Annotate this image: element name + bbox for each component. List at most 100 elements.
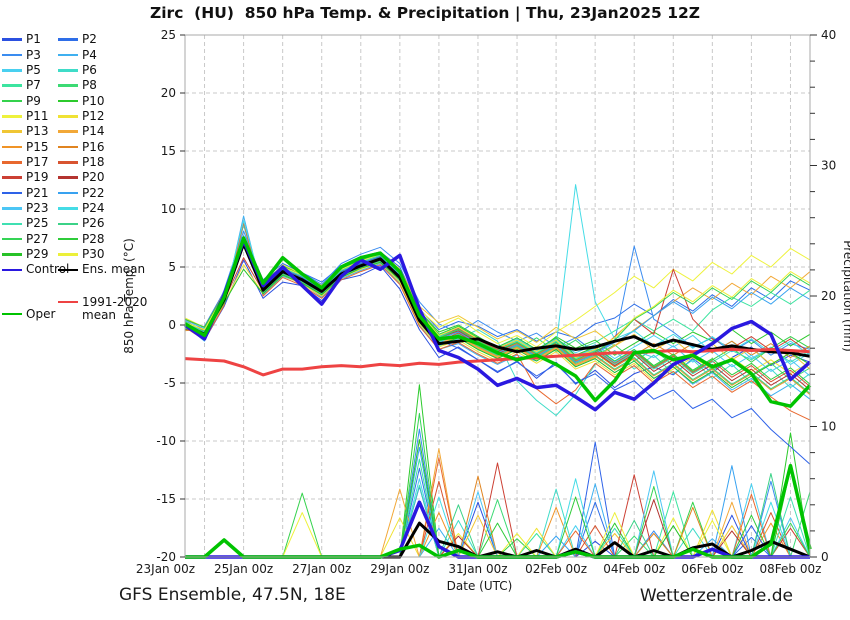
legend-swatch — [2, 115, 22, 118]
legend-swatch — [2, 253, 22, 256]
y-left-tick-label: -15 — [156, 492, 176, 506]
legend-item-P10: P10 — [58, 93, 154, 108]
legend-label: P29 — [26, 246, 49, 261]
legend-label: P12 — [82, 108, 105, 123]
temp-line-1991-2020 mean — [184, 347, 811, 377]
legend-swatch — [2, 268, 22, 272]
legend-swatch — [2, 38, 22, 41]
clim-line-swatch — [58, 300, 78, 304]
legend-label: P9 — [26, 93, 41, 108]
legend-swatch — [58, 53, 78, 57]
temp-line-P26 — [184, 245, 811, 394]
legend-item-P21: P21 — [2, 185, 58, 200]
legend-swatch — [2, 99, 22, 103]
legend-label: 1991-2020 mean — [82, 294, 148, 322]
legend-label: Ens. mean — [82, 262, 146, 277]
legend-label: P18 — [82, 154, 105, 169]
legend-swatch — [2, 176, 22, 180]
legend-swatch — [2, 207, 22, 210]
legend-member-grid: P1 P2 P3 P4 P5 P6 P7 P8 P9 P10 P11 P12 P13 P14 P15 P16 P… — [2, 32, 154, 278]
y-right-tick-label: 0 — [821, 550, 829, 564]
y-right-tick-label: 10 — [821, 420, 836, 434]
legend-label: P6 — [82, 62, 97, 77]
y-left-tick-label: 15 — [161, 144, 176, 158]
legend-swatch — [58, 84, 78, 87]
legend-label: P23 — [26, 200, 49, 215]
temp-line-P10 — [184, 241, 811, 356]
legend-label: P25 — [26, 216, 49, 231]
legend-item-P16: P16 — [58, 140, 154, 154]
x-tick-label: 08Feb 00z — [760, 562, 822, 576]
temp-line-P11 — [184, 236, 811, 348]
legend-item-P24: P24 — [58, 201, 154, 215]
legend-label: P20 — [82, 170, 105, 185]
legend-item-P9: P9 — [2, 93, 58, 108]
legend-swatch — [58, 222, 78, 226]
legend-item-P2: P2 — [58, 33, 154, 46]
legend-item-P11: P11 — [2, 109, 58, 123]
legend-item-clim: 1991-2020 mean — [58, 294, 150, 322]
y-right-tick-label: 20 — [821, 289, 836, 303]
legend-swatch — [58, 176, 78, 180]
y-left-tick-label: 5 — [168, 260, 176, 274]
legend-label: P26 — [82, 216, 105, 231]
legend-swatch — [2, 69, 22, 72]
legend-item-P22: P22 — [58, 185, 154, 200]
legend-swatch — [2, 53, 22, 57]
legend-swatch — [2, 191, 22, 195]
legend-swatch — [58, 130, 78, 134]
legend-item-oper: Oper — [2, 306, 56, 321]
legend-label: P8 — [82, 78, 97, 93]
legend-swatch — [58, 191, 78, 195]
x-tick-label: 29Jan 00z — [370, 562, 429, 576]
legend-swatch — [2, 84, 22, 87]
legend-item-P29: P29 — [2, 246, 58, 261]
legend-label: P28 — [82, 231, 105, 246]
y-left-tick-label: -10 — [156, 434, 176, 448]
axis-layer: 25 20 15 10 5 0 -5 -10 -15 -20 0 10 20 30 40 23Jan 00z 2… — [122, 28, 850, 593]
legend-item-Ens-mean: Ens. mean — [58, 263, 154, 276]
legend-item-P19: P19 — [2, 171, 58, 184]
x-tick-label: 23Jan 00z — [136, 562, 195, 576]
legend-item-P30: P30 — [58, 247, 154, 261]
legend-label: P10 — [82, 93, 105, 108]
temp-line-P28 — [184, 237, 811, 385]
legend-item-Control: Control — [2, 263, 69, 276]
legend-swatch — [58, 69, 78, 72]
y-left-tick-label: 0 — [168, 318, 176, 332]
legend-label: P21 — [26, 185, 49, 200]
x-axis-title: Date (UTC) — [447, 579, 513, 593]
legend-swatch — [58, 115, 78, 118]
legend-item-P13: P13 — [2, 125, 58, 138]
y-left-tick-label: -5 — [164, 376, 176, 390]
legend-item-P18: P18 — [58, 154, 154, 169]
y-left-tick-label: 25 — [161, 28, 176, 42]
legend-label: Oper — [26, 306, 56, 321]
legend-swatch — [58, 268, 78, 272]
temp-line-P17 — [184, 222, 811, 421]
legend-item-P8: P8 — [58, 79, 154, 92]
legend-label: P22 — [82, 185, 105, 200]
precip-line-P1 — [185, 501, 810, 558]
legend-label: P2 — [82, 32, 97, 47]
model-location-info: GFS Ensemble, 47.5N, 18E — [119, 585, 346, 605]
legend-label: P27 — [26, 231, 49, 246]
legend-item-P7: P7 — [2, 79, 58, 92]
legend-swatch — [2, 161, 22, 164]
legend-item-P12: P12 — [58, 108, 154, 123]
precip-line-P27 — [185, 412, 811, 558]
legend-swatch — [58, 237, 78, 241]
legend-label: P19 — [26, 170, 49, 185]
site-credit: Wetterzentrale.de — [639, 586, 793, 606]
x-tick-label: 06Feb 00z — [681, 562, 743, 576]
legend-swatch — [2, 237, 22, 241]
legend-swatch — [58, 99, 78, 103]
legend-label: P17 — [26, 154, 49, 169]
legend-label: P5 — [26, 62, 41, 77]
y-left-tick-label: -20 — [156, 550, 176, 564]
legend-label: P15 — [26, 139, 49, 154]
legend-item-P6: P6 — [58, 62, 154, 77]
legend-label: P3 — [26, 47, 41, 62]
legend-item-P26: P26 — [58, 217, 154, 230]
legend-item-P20: P20 — [58, 171, 154, 184]
